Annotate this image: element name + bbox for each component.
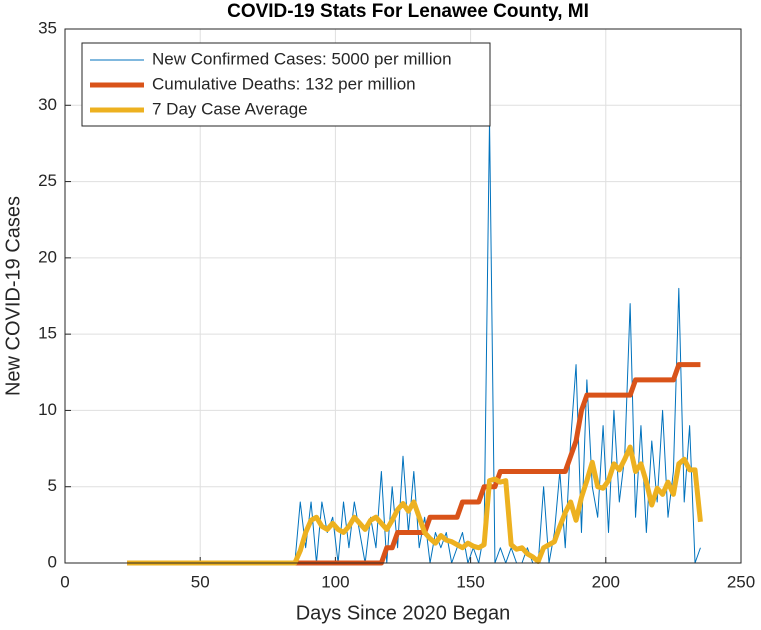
y-tick-label: 10 [38,400,57,419]
y-tick-label: 0 [48,552,57,571]
y-tick-label: 35 [38,18,57,37]
x-tick-label: 50 [191,572,210,591]
y-tick-label: 25 [38,171,57,190]
x-tick-label: 0 [60,572,69,591]
series-line [127,444,703,566]
legend-label: 7 Day Case Average [152,99,308,118]
chart-title: COVID-19 Stats For Lenawee County, MI [227,1,589,22]
x-tick-label: 150 [456,572,484,591]
legend-box [81,42,491,127]
x-tick-label: 100 [321,572,349,591]
x-axis-label: Days Since 2020 Began [296,602,511,624]
y-tick-label: 20 [38,247,57,266]
legend: New Confirmed Cases: 5000 per million Cum… [81,42,491,127]
y-tick-label: 30 [38,95,57,114]
x-tick-label: 200 [592,572,620,591]
legend-label: Cumulative Deaths: 132 per million [152,74,416,93]
y-axis-label: New COVID-19 Cases [2,196,24,396]
y-tick-label: 15 [38,324,57,343]
series-line [127,120,701,564]
y-tick-label: 5 [48,476,57,495]
plot-frame [64,28,742,564]
legend-label: New Confirmed Cases: 5000 per million [152,49,452,68]
x-tick-label: 250 [727,572,755,591]
